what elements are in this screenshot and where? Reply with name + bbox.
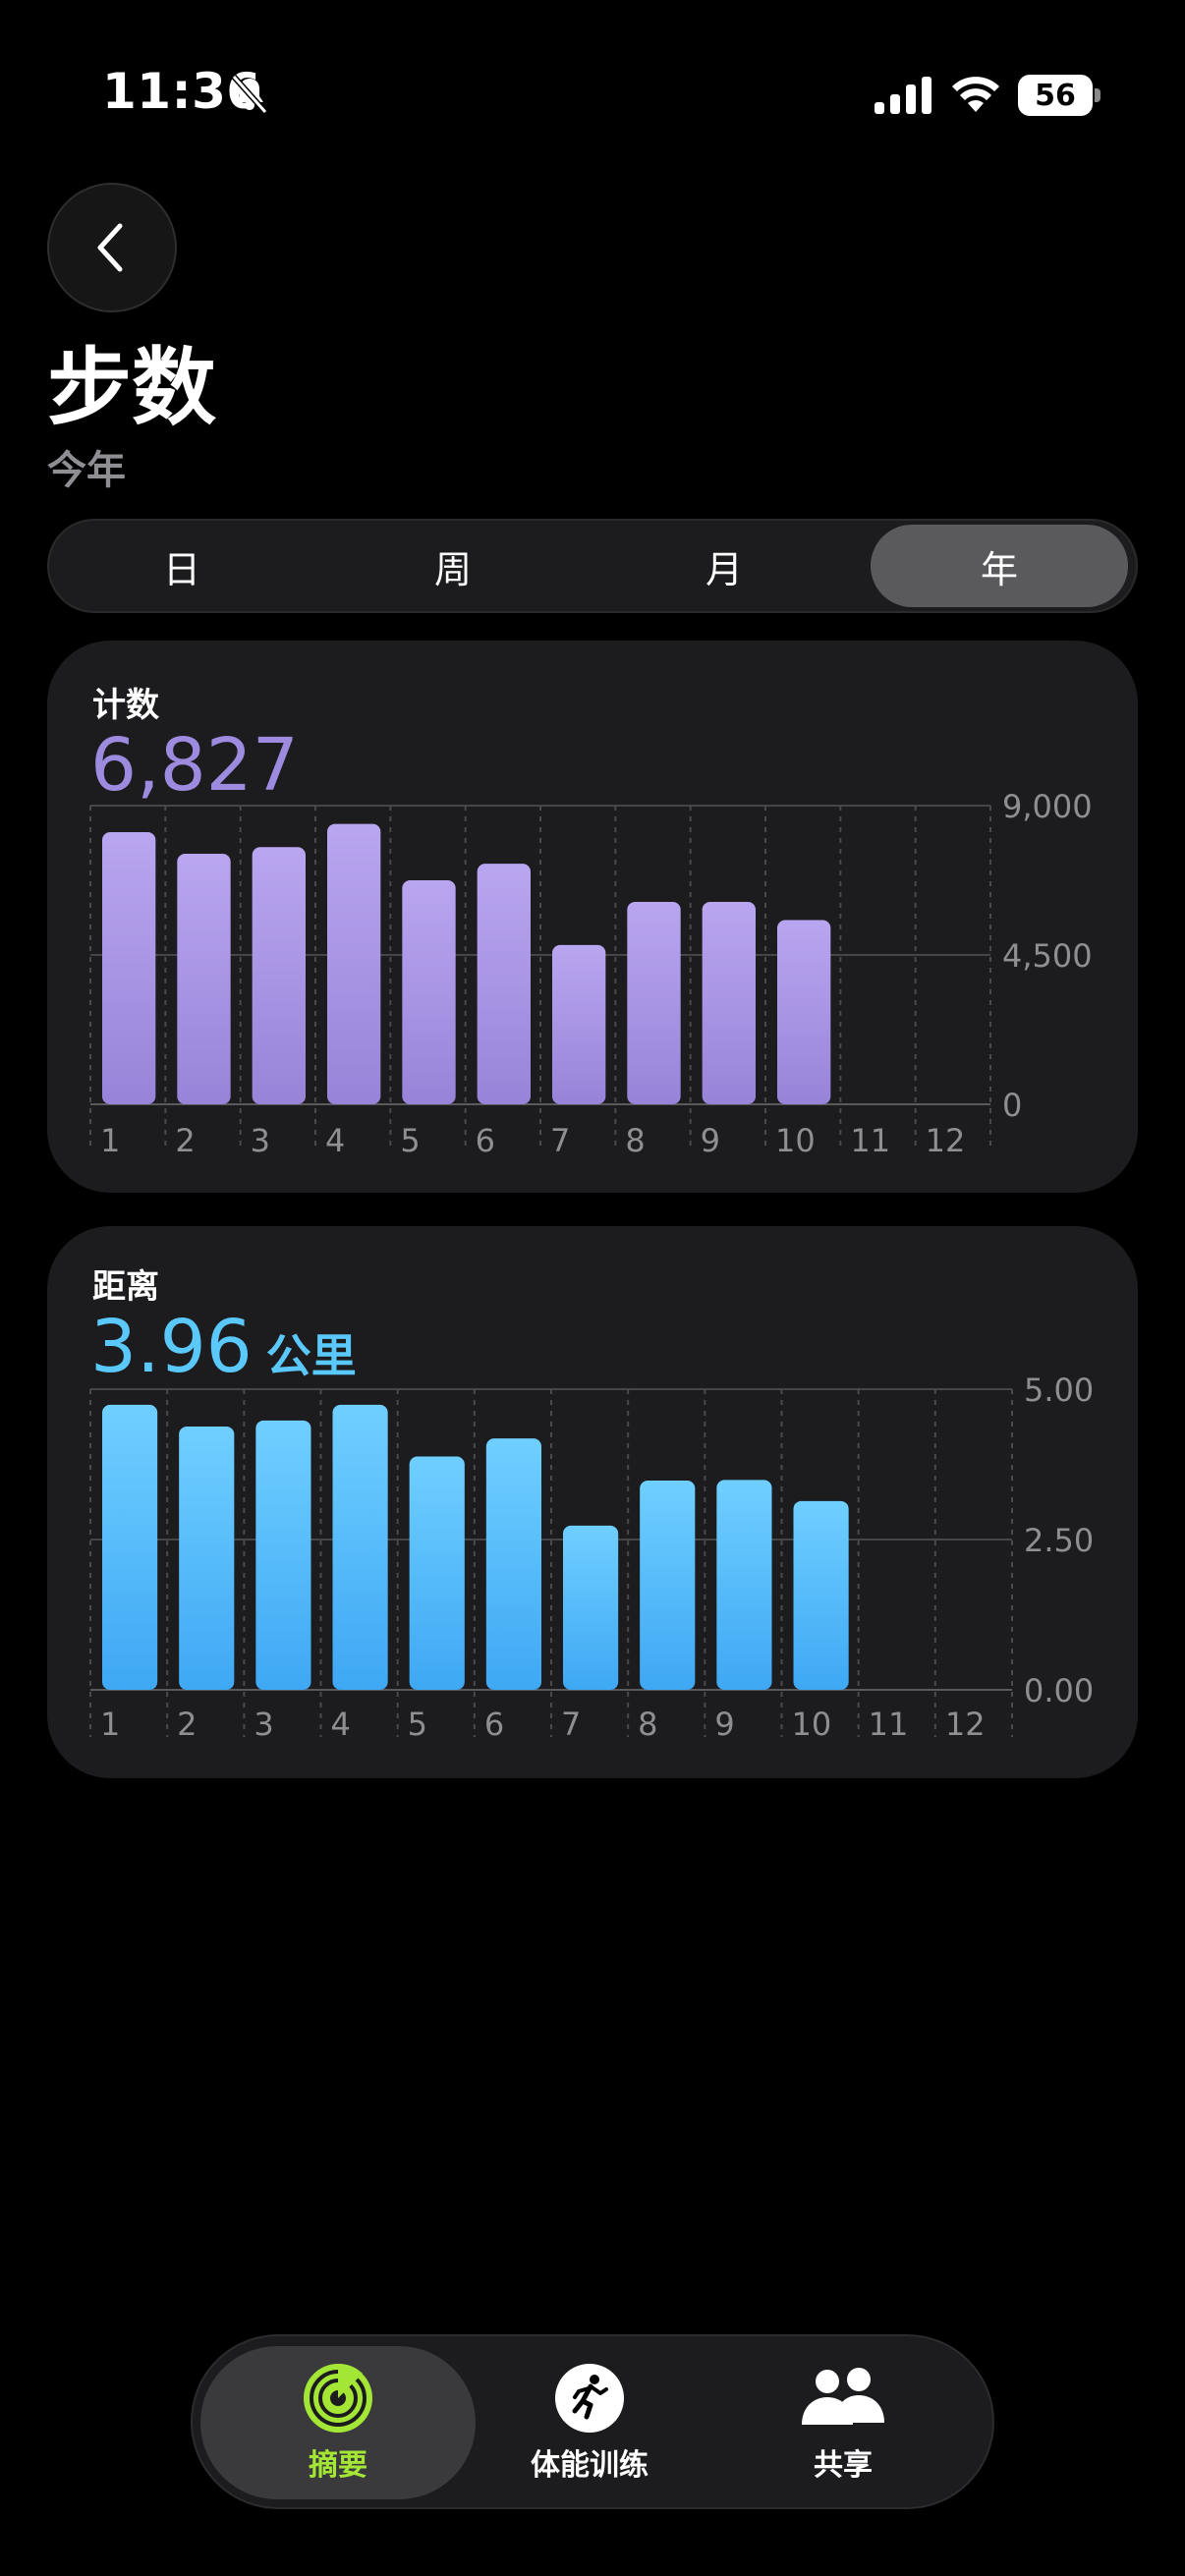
distance-card-label: 距离	[92, 1267, 159, 1307]
bar-month-2	[177, 853, 231, 1104]
x-tick-label: 1	[100, 1122, 120, 1159]
x-tick-label: 11	[869, 1706, 909, 1743]
bar-month-5	[409, 1456, 465, 1690]
tab-summary[interactable]: 摘要	[200, 2346, 476, 2499]
signal-icon	[875, 77, 931, 114]
y-tick-label: 9,000	[1002, 788, 1093, 825]
x-tick-label: 7	[550, 1122, 570, 1159]
page-title: 步数	[47, 339, 216, 437]
distance-unit: 公里	[265, 1329, 357, 1382]
bar-month-6	[477, 864, 531, 1104]
steps-card-label: 计数	[92, 686, 159, 725]
bar-month-7	[552, 944, 606, 1104]
x-tick-label: 8	[638, 1706, 657, 1743]
activity-rings-icon	[304, 2363, 372, 2433]
bottom-tab-bar: 摘要 体能训练 共享	[191, 2334, 994, 2509]
x-tick-label: 3	[254, 1706, 273, 1743]
x-tick-label: 2	[175, 1122, 195, 1159]
bell-slash-icon	[231, 75, 268, 114]
running-figure-icon	[555, 2364, 624, 2433]
x-tick-label: 4	[331, 1706, 351, 1743]
bar-month-4	[327, 823, 381, 1104]
y-tick-label: 0	[1002, 1087, 1022, 1124]
x-tick-label: 4	[325, 1122, 345, 1159]
x-tick-label: 11	[850, 1122, 890, 1159]
bar-month-9	[716, 1480, 772, 1690]
period-segmented-control: 日 周 月 年	[47, 519, 1138, 613]
bar-month-3	[252, 847, 306, 1104]
bar-month-4	[332, 1404, 388, 1690]
segment-week[interactable]: 周	[433, 547, 472, 591]
bar-month-3	[255, 1420, 311, 1690]
x-tick-label: 12	[926, 1122, 966, 1159]
distance-card[interactable]: 距离 3.96 公里 5.00 2.50 0.00 1 2 3 4 5 6 7 8 9 10 11 12	[47, 1226, 1138, 1778]
battery-nub	[1095, 88, 1100, 102]
y-tick-label: 0.00	[1024, 1672, 1094, 1709]
page-subtitle: 今年	[47, 448, 126, 493]
y-tick-label: 5.00	[1024, 1372, 1094, 1409]
battery-indicator: 56	[1018, 75, 1100, 116]
x-tick-label: 3	[251, 1122, 270, 1159]
tab-sharing[interactable]: 共享	[705, 2346, 981, 2499]
bar-month-5	[402, 880, 456, 1104]
bar-month-6	[485, 1438, 541, 1690]
steps-card[interactable]: 计数 6,827 9,000 4,500 0 1 2 3 4 5 6 7 8 9 10 11 12	[47, 641, 1138, 1193]
back-button[interactable]	[47, 183, 177, 312]
steps-card-value: 6,827	[90, 723, 299, 808]
distance-value-number: 3.96	[90, 1305, 253, 1389]
bar-month-10	[777, 920, 831, 1104]
x-tick-label: 6	[484, 1706, 504, 1743]
x-tick-label: 2	[177, 1706, 197, 1743]
x-tick-label: 12	[945, 1706, 986, 1743]
wifi-icon	[952, 77, 999, 112]
tab-summary-label: 摘要	[309, 2448, 367, 2483]
status-time: 11:36	[102, 63, 261, 120]
bar-month-8	[627, 901, 681, 1104]
x-tick-label: 7	[561, 1706, 581, 1743]
x-tick-label: 6	[476, 1122, 495, 1159]
tab-sharing-label: 共享	[814, 2448, 873, 2483]
bar-month-1	[102, 832, 156, 1104]
tab-workouts-label: 体能训练	[531, 2448, 649, 2483]
distance-card-value: 3.96 公里	[90, 1311, 357, 1383]
bar-month-10	[793, 1500, 849, 1690]
bar-month-2	[179, 1426, 235, 1690]
x-tick-label: 8	[625, 1122, 645, 1159]
x-tick-label: 5	[400, 1122, 420, 1159]
bar-month-8	[640, 1481, 696, 1690]
segment-year[interactable]: 年	[871, 525, 1128, 607]
bar-month-9	[702, 901, 756, 1104]
x-tick-label: 10	[775, 1122, 816, 1159]
bar-month-1	[102, 1404, 158, 1690]
segment-month[interactable]: 月	[705, 547, 743, 591]
y-tick-label: 2.50	[1024, 1522, 1094, 1559]
people-icon	[802, 2368, 884, 2425]
x-tick-label: 5	[408, 1706, 427, 1743]
distance-bar-chart: 5.002.500.001 2 3 4 5 6 7 8 9 10 11 12	[89, 1372, 1094, 1743]
chevron-left-icon	[97, 223, 123, 272]
bar-month-7	[563, 1525, 619, 1690]
x-tick-label: 9	[701, 1122, 720, 1159]
tab-workouts[interactable]: 体能训练	[452, 2346, 727, 2499]
y-tick-label: 4,500	[1002, 937, 1093, 975]
segment-day[interactable]: 日	[162, 547, 200, 591]
battery-level: 56	[1018, 75, 1093, 116]
x-tick-label: 9	[714, 1706, 734, 1743]
x-tick-label: 10	[792, 1706, 832, 1743]
x-tick-label: 1	[100, 1706, 120, 1743]
